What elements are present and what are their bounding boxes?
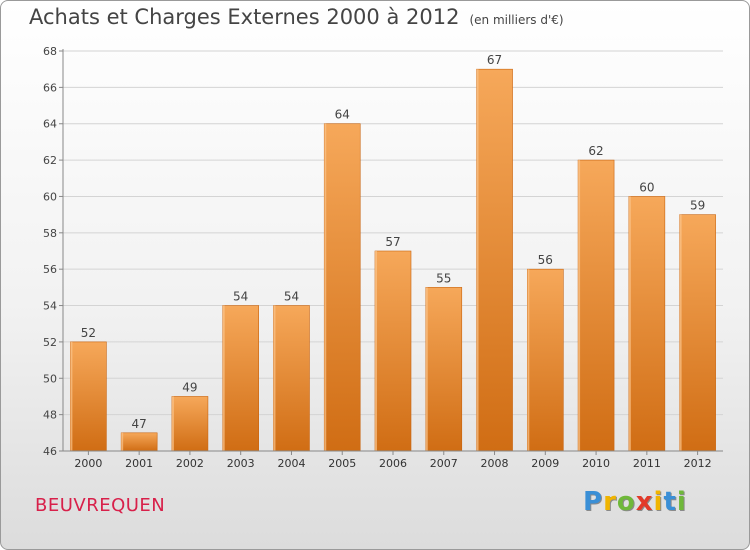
bar-value-label: 49	[182, 380, 197, 394]
logo-letter: x	[635, 487, 654, 517]
bar	[527, 268, 564, 452]
logo-letter: t	[663, 487, 677, 517]
chart-unit: (en milliers d'€)	[469, 13, 564, 27]
logo-letter: o	[616, 487, 636, 517]
bar-value-label: 57	[385, 235, 400, 249]
x-tick-label: 2001	[125, 457, 153, 470]
bar-value-label: 54	[284, 290, 299, 304]
bar	[323, 123, 361, 452]
y-tick-label: 60	[43, 190, 57, 203]
bar	[70, 341, 107, 452]
y-tick-label: 50	[43, 372, 57, 385]
y-tick-label: 46	[43, 445, 57, 458]
bar-highlight	[628, 196, 631, 451]
y-tick-label: 52	[43, 336, 57, 349]
bar-highlight	[222, 305, 225, 451]
x-tick-label: 2006	[379, 457, 407, 470]
x-tick-label: 2000	[74, 457, 102, 470]
y-tick-label: 58	[43, 227, 57, 240]
bar-highlight	[121, 432, 124, 451]
bar	[628, 196, 666, 452]
chart-title: Achats et Charges Externes 2000 à 2012 (e…	[29, 5, 564, 29]
bar-highlight	[425, 287, 428, 451]
bar	[476, 68, 513, 452]
x-tick-label: 2009	[531, 457, 559, 470]
x-tick-label: 2012	[684, 457, 712, 470]
y-tick-label: 56	[43, 263, 57, 276]
bar-value-label: 52	[81, 326, 96, 340]
bar	[425, 287, 463, 452]
labels: 52 2000 47 2001 49 2002 54 2003 54 2004 64 2005 57 20…	[74, 53, 711, 470]
y-tick-label: 66	[43, 81, 57, 94]
logo-letter: i	[676, 487, 687, 517]
bar-value-label: 60	[639, 180, 654, 194]
bar-value-label: 55	[436, 271, 451, 285]
x-tick-label: 2007	[430, 457, 458, 470]
x-tick-label: 2004	[277, 457, 305, 470]
x-tick-label: 2002	[176, 457, 204, 470]
x-tick-label: 2010	[582, 457, 610, 470]
logo-letter: P	[583, 487, 604, 517]
bar-value-label: 56	[538, 253, 553, 267]
bar	[120, 432, 158, 452]
bar-highlight	[476, 69, 479, 451]
y-tick-label: 62	[43, 154, 57, 167]
bar-value-label: 67	[487, 53, 502, 67]
bar	[273, 305, 310, 452]
bar-highlight	[375, 251, 377, 451]
proxiti-logo: Proxiti	[583, 487, 687, 517]
bar-highlight	[324, 123, 327, 452]
bar-highlight	[578, 160, 581, 451]
bar	[577, 159, 615, 452]
bar-highlight	[70, 341, 73, 451]
x-tick-label: 2005	[328, 457, 356, 470]
bar-value-label: 54	[233, 290, 248, 304]
logo-letter: r	[603, 487, 617, 517]
bar-value-label: 59	[690, 199, 705, 213]
y-tick-label: 54	[43, 300, 57, 313]
chart-title-text: Achats et Charges Externes 2000 à 2012	[29, 5, 460, 29]
x-tick-label: 2008	[481, 457, 509, 470]
bar-highlight	[679, 214, 682, 451]
commune-name: BEUVREQUEN	[35, 495, 166, 516]
x-tick-label: 2003	[227, 457, 255, 470]
bar-highlight	[527, 269, 530, 451]
bar	[171, 396, 209, 452]
x-tick-label: 2011	[633, 457, 661, 470]
bar-value-label: 47	[132, 417, 147, 431]
bars	[70, 68, 716, 452]
bar-highlight	[273, 305, 276, 451]
y-tick-label: 48	[43, 409, 57, 422]
bar	[679, 214, 716, 452]
y-tick-label: 68	[43, 45, 57, 58]
bar	[222, 305, 259, 452]
bar	[374, 250, 412, 452]
y-tick-label: 64	[43, 118, 57, 131]
bar-value-label: 64	[335, 108, 350, 122]
bar-value-label: 62	[588, 144, 603, 158]
logo-letter: i	[653, 487, 664, 517]
bar-highlight	[171, 396, 174, 451]
axes: 46 48 50 52 54 56 58 60 62 64 66 68	[43, 45, 723, 458]
